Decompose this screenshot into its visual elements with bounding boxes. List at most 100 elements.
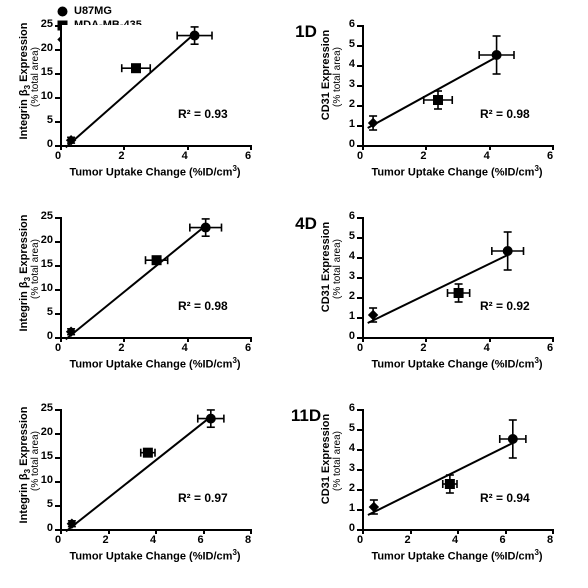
x-ticklabel: 0 [55,342,61,354]
y-ticklabel: 3 [349,462,355,474]
r-squared-label: R² = 0.98 [178,299,228,313]
chart-panel: 0 2 4 6 0 5 10 15 20 25Integrin β3 Expre… [8,212,258,367]
plot-svg [362,217,552,337]
y-axis-label: CD31 Expression [320,15,332,135]
circle-icon [56,5,69,18]
y-ticklabel: 25 [41,210,53,222]
x-ticklabel: 4 [182,150,188,162]
x-ticklabel: 4 [484,342,490,354]
chart-panel: 0 2 4 6 8 0 5 10 15 20 25Integrin β3 Exp… [8,404,258,559]
y-tick [55,529,60,531]
y-ticklabel: 10 [41,282,53,294]
y-ticklabel: 4 [349,250,355,262]
x-axis-label: Tumor Uptake Change (%ID/cm3) [359,164,555,179]
x-ticklabel: 6 [500,534,506,546]
y-ticklabel: 15 [41,66,53,78]
y-ticklabel: 0 [47,138,53,150]
y-ticklabel: 1 [349,310,355,322]
y-ticklabel: 5 [47,114,53,126]
x-ticklabel: 8 [245,534,251,546]
y-tick [55,145,60,147]
y-ticklabel: 15 [41,258,53,270]
y-axis-label: CD31 Expression [320,207,332,327]
y-ticklabel: 6 [349,18,355,30]
fit-line [66,226,206,340]
y-ticklabel: 0 [47,522,53,534]
y-axis-unit: (% total area) [30,37,41,117]
chart-panel: 0 2 4 6 0 1 2 3 4 5 6CD31 Expression (% … [310,20,560,175]
y-axis-unit: (% total area) [30,421,41,501]
plot-svg [60,217,250,337]
x-ticklabel: 0 [55,534,61,546]
y-ticklabel: 5 [349,38,355,50]
legend-label: U87MG [74,4,112,18]
plot-svg [60,409,250,529]
x-ticklabel: 2 [420,150,426,162]
y-ticklabel: 1 [349,502,355,514]
x-ticklabel: 8 [547,534,553,546]
y-ticklabel: 2 [349,290,355,302]
y-ticklabel: 2 [349,98,355,110]
y-ticklabel: 15 [41,450,53,462]
y-axis-unit: (% total area) [332,229,343,309]
x-axis-label: Tumor Uptake Change (%ID/cm3) [359,356,555,371]
y-ticklabel: 4 [349,442,355,454]
plot-svg [362,25,552,145]
x-ticklabel: 0 [357,342,363,354]
x-ticklabel: 6 [245,150,251,162]
y-ticklabel: 5 [47,498,53,510]
y-ticklabel: 0 [47,330,53,342]
y-tick [55,337,60,339]
y-ticklabel: 25 [41,18,53,30]
y-tick [357,145,362,147]
x-ticklabel: 6 [547,150,553,162]
y-ticklabel: 10 [41,90,53,102]
y-ticklabel: 0 [349,138,355,150]
x-ticklabel: 0 [55,150,61,162]
x-axis-label: Tumor Uptake Change (%ID/cm3) [359,548,555,563]
y-ticklabel: 25 [41,402,53,414]
y-ticklabel: 1 [349,118,355,130]
figure-root: U87MG MDA-MB-435 PC-31D4D11D 0 2 4 6 0 5… [0,0,588,588]
x-ticklabel: 4 [452,534,458,546]
x-ticklabel: 6 [198,534,204,546]
x-ticklabel: 2 [103,534,109,546]
x-axis-label: Tumor Uptake Change (%ID/cm3) [57,548,253,563]
x-axis-label: Tumor Uptake Change (%ID/cm3) [57,164,253,179]
plot-svg [60,25,250,145]
y-axis-label: CD31 Expression [320,399,332,519]
x-ticklabel: 2 [420,342,426,354]
y-ticklabel: 20 [41,42,53,54]
chart-panel: 0 2 4 6 0 1 2 3 4 5 6CD31 Expression (% … [310,212,560,367]
x-ticklabel: 4 [150,534,156,546]
y-ticklabel: 5 [47,306,53,318]
x-ticklabel: 0 [357,534,363,546]
y-ticklabel: 2 [349,482,355,494]
x-ticklabel: 6 [547,342,553,354]
y-ticklabel: 5 [349,422,355,434]
y-ticklabel: 10 [41,474,53,486]
r-squared-label: R² = 0.92 [480,299,530,313]
y-tick [357,337,362,339]
x-ticklabel: 0 [357,150,363,162]
y-axis-unit: (% total area) [332,37,343,117]
x-ticklabel: 2 [118,342,124,354]
x-ticklabel: 4 [182,342,188,354]
x-ticklabel: 2 [118,150,124,162]
y-ticklabel: 20 [41,426,53,438]
y-tick [357,529,362,531]
y-ticklabel: 4 [349,58,355,70]
y-ticklabel: 5 [349,230,355,242]
r-squared-label: R² = 0.94 [480,491,530,505]
y-ticklabel: 0 [349,330,355,342]
legend-item: U87MG [56,4,142,18]
r-squared-label: R² = 0.98 [480,107,530,121]
r-squared-label: R² = 0.97 [178,491,228,505]
y-ticklabel: 6 [349,210,355,222]
fit-line [368,57,497,128]
fit-line [66,417,211,532]
y-ticklabel: 20 [41,234,53,246]
x-ticklabel: 2 [405,534,411,546]
r-squared-label: R² = 0.93 [178,107,228,121]
y-ticklabel: 6 [349,402,355,414]
